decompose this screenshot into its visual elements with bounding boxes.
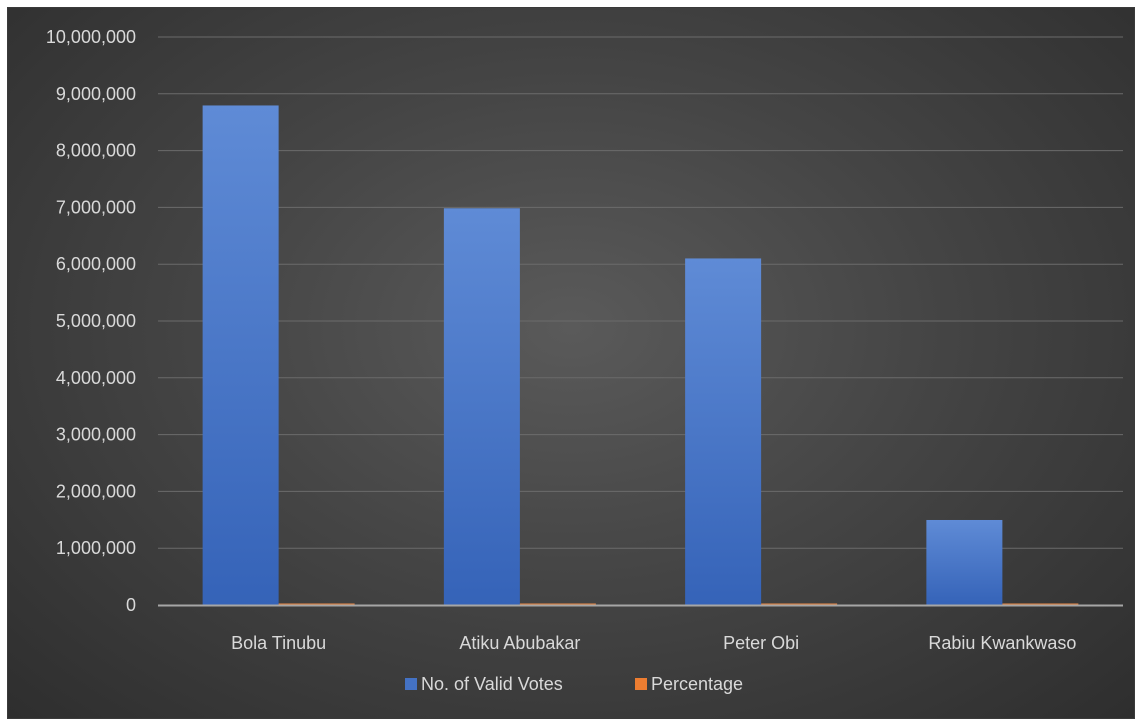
y-tick-label: 1,000,000 — [56, 538, 136, 558]
bars — [202, 105, 1079, 605]
bar-percentage — [1002, 603, 1079, 605]
bar-valid-votes — [685, 258, 762, 605]
y-tick-label: 7,000,000 — [56, 197, 136, 217]
y-tick-label: 4,000,000 — [56, 368, 136, 388]
y-axis-tick-labels: 0 1,000,000 2,000,000 3,000,000 4,000,000 5,0… — [46, 27, 136, 615]
bar-percentage — [519, 603, 596, 605]
bar-percentage — [278, 603, 355, 605]
bar-percentage — [761, 603, 838, 605]
legend-label: No. of Valid Votes — [421, 674, 563, 694]
legend-swatch — [405, 678, 417, 690]
x-category-label: Bola Tinubu — [231, 633, 326, 653]
gridlines — [158, 36, 1123, 549]
y-tick-label: 3,000,000 — [56, 425, 136, 445]
x-category-label: Atiku Abubakar — [459, 633, 580, 653]
y-tick-label: 2,000,000 — [56, 481, 136, 501]
y-tick-label: 8,000,000 — [56, 141, 136, 161]
x-axis-category-labels: Bola Tinubu Atiku Abubakar Peter Obi Rabiu … — [231, 633, 1076, 653]
y-tick-label: 0 — [126, 595, 136, 615]
y-tick-label: 5,000,000 — [56, 311, 136, 331]
legend: No. of Valid Votes Percentage — [405, 674, 743, 694]
y-tick-label: 6,000,000 — [56, 254, 136, 274]
chart-area: 0 1,000,000 2,000,000 3,000,000 4,000,000 5,0… — [7, 7, 1135, 719]
x-category-label: Rabiu Kwankwaso — [928, 633, 1076, 653]
legend-swatch — [635, 678, 647, 690]
y-tick-label: 9,000,000 — [56, 84, 136, 104]
bar-valid-votes — [443, 208, 520, 605]
bar-valid-votes — [202, 105, 279, 605]
y-tick-label: 10,000,000 — [46, 27, 136, 47]
bar-valid-votes — [926, 519, 1003, 605]
legend-label: Percentage — [651, 674, 743, 694]
bar-chart: 0 1,000,000 2,000,000 3,000,000 4,000,000 5,0… — [46, 27, 1123, 694]
x-category-label: Peter Obi — [723, 633, 799, 653]
